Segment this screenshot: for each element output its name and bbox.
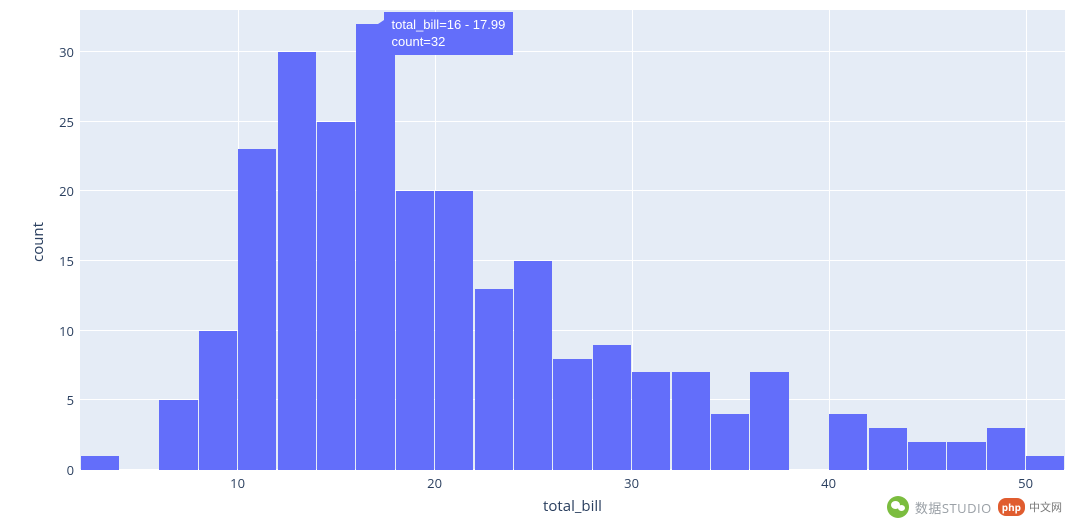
- y-axis-title: count: [28, 222, 48, 262]
- y-tick-label: 25: [59, 113, 80, 131]
- histogram-bar[interactable]: [514, 261, 552, 470]
- x-tick-label: 20: [427, 470, 442, 492]
- histogram-bar[interactable]: [829, 414, 867, 470]
- histogram-bar[interactable]: [396, 191, 434, 470]
- x-tick-label: 10: [230, 470, 245, 492]
- histogram-bar[interactable]: [987, 428, 1025, 470]
- histogram-bar[interactable]: [869, 428, 907, 470]
- histogram-bar[interactable]: [356, 24, 394, 470]
- histogram-bar[interactable]: [435, 191, 473, 470]
- watermark-php: php 中文网: [998, 498, 1062, 516]
- histogram-bar[interactable]: [238, 149, 276, 470]
- php-label: 中文网: [1029, 499, 1062, 515]
- gridline-h: [80, 51, 1065, 52]
- histogram-bar[interactable]: [632, 372, 670, 470]
- gridline-v: [1026, 10, 1027, 470]
- histogram-bar[interactable]: [1026, 456, 1064, 470]
- gridline-h: [80, 260, 1065, 261]
- gridline-h: [80, 121, 1065, 122]
- histogram-bar[interactable]: [908, 442, 946, 470]
- histogram-bar[interactable]: [475, 289, 513, 470]
- histogram-bar[interactable]: [553, 359, 591, 471]
- histogram-bar[interactable]: [278, 52, 316, 470]
- hover-tooltip: total_bill=16 - 17.99count=32: [384, 12, 514, 55]
- histogram-bar[interactable]: [317, 122, 355, 470]
- histogram-bar[interactable]: [711, 414, 749, 470]
- y-tick-label: 30: [59, 43, 80, 61]
- x-tick-label: 40: [821, 470, 836, 492]
- x-axis-title: total_bill: [543, 496, 602, 516]
- histogram-bar[interactable]: [593, 345, 631, 470]
- x-tick-label: 50: [1018, 470, 1033, 492]
- plot-area[interactable]: 0510152025301020304050total_bill=16 - 17…: [80, 10, 1065, 470]
- x-tick-label: 30: [624, 470, 639, 492]
- y-tick-label: 0: [67, 461, 80, 479]
- y-tick-label: 10: [59, 322, 80, 340]
- gridline-h: [80, 190, 1065, 191]
- watermark-studio-text: 数据STUDIO: [915, 498, 992, 517]
- histogram-bar[interactable]: [199, 331, 237, 470]
- watermark: 数据STUDIO php 中文网: [887, 496, 1062, 518]
- histogram-bar[interactable]: [81, 456, 119, 470]
- y-tick-label: 20: [59, 182, 80, 200]
- histogram-bar[interactable]: [947, 442, 985, 470]
- tooltip-line1: total_bill=16 - 17.99: [392, 16, 506, 34]
- y-tick-label: 5: [67, 391, 80, 409]
- gridline-v: [829, 10, 830, 470]
- tooltip-line2: count=32: [392, 33, 506, 51]
- php-logo-icon: php: [998, 498, 1025, 516]
- wechat-icon: [887, 496, 909, 518]
- histogram-chart: 0 5 10 15 20 25 30 10 20 30 40 50 total_bill=16 - 17…: [0, 0, 1080, 524]
- histogram-bar[interactable]: [750, 372, 788, 470]
- histogram-bar[interactable]: [159, 400, 197, 470]
- histogram-bar[interactable]: [672, 372, 710, 470]
- y-tick-label: 15: [59, 252, 80, 270]
- tooltip-arrow-icon: [378, 20, 384, 28]
